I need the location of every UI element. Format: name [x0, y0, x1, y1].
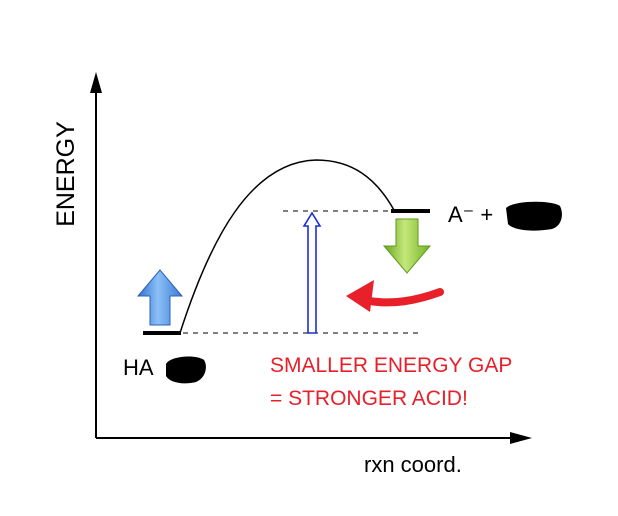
green-down-arrow-icon	[382, 218, 432, 274]
annotation-line-1: SMALLER ENERGY GAP	[270, 354, 512, 377]
y-axis-label: ENERGY	[52, 121, 80, 227]
y-axis-arrowhead	[90, 72, 102, 93]
reactant-label: HA	[123, 355, 154, 380]
reactant-redaction-blot	[166, 356, 206, 384]
red-curved-arrow-shaft	[360, 288, 444, 307]
annotation-line-2: = STRONGER ACID!	[270, 387, 468, 410]
x-axis-label: rxn coord.	[364, 452, 462, 477]
red-curved-arrow-head-icon	[346, 280, 374, 312]
product-redaction-blot	[506, 201, 562, 231]
blue-up-arrow-icon	[136, 269, 184, 326]
energy-gap-arrow-icon	[302, 211, 322, 334]
x-axis-arrowhead	[510, 432, 532, 444]
reaction-energy-curve	[179, 159, 395, 334]
product-label: A⁻ +	[448, 202, 493, 227]
